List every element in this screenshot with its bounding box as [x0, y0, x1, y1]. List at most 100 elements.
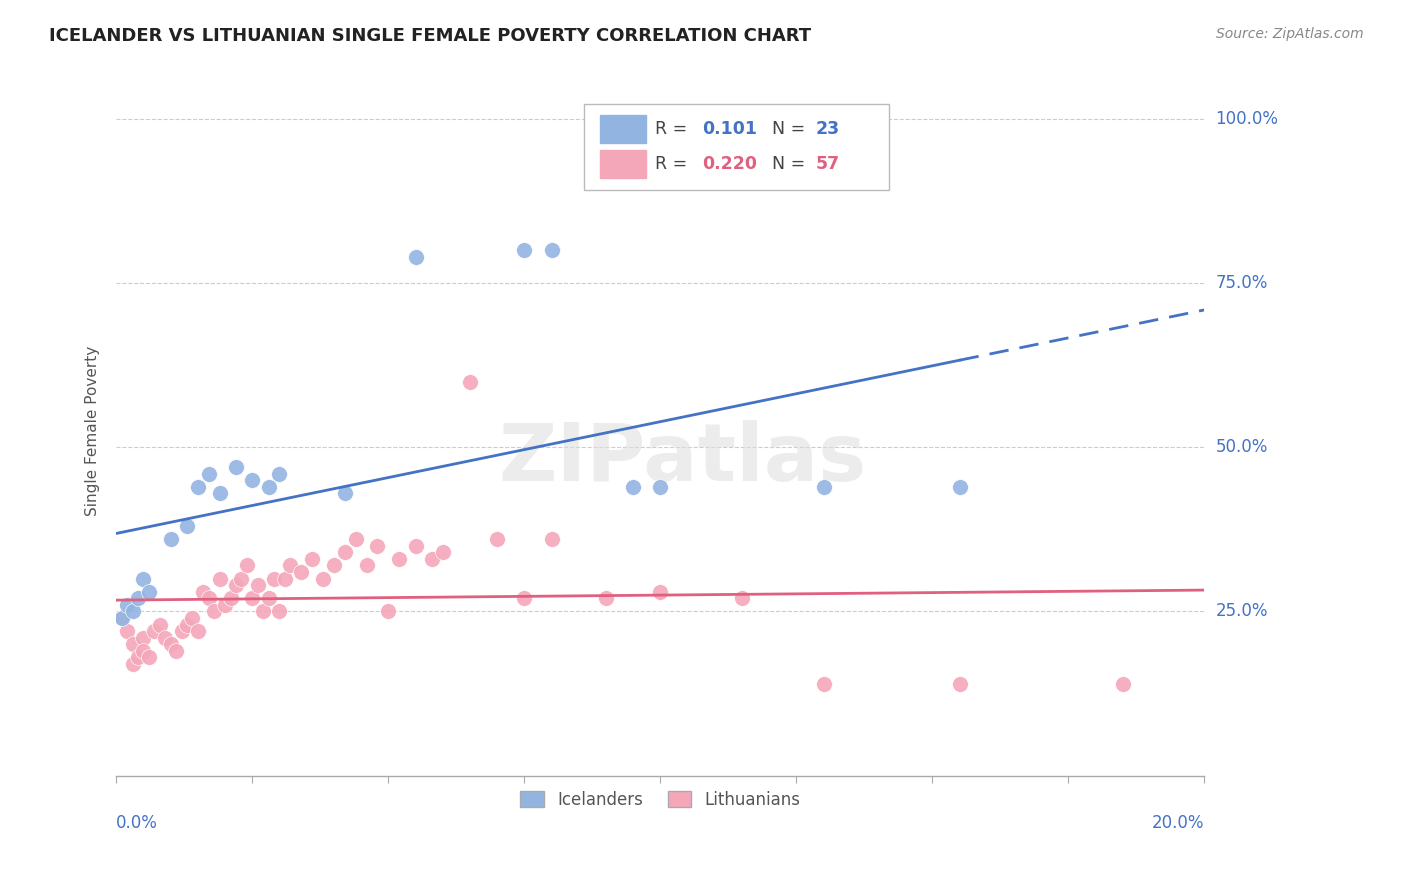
Point [127, 591, 149, 606]
Point [540, 533, 562, 547]
Point [121, 657, 143, 671]
Point [111, 611, 134, 625]
Point [432, 545, 454, 559]
Point [219, 591, 242, 606]
Y-axis label: Single Female Poverty: Single Female Poverty [86, 346, 100, 516]
Point [111, 611, 134, 625]
Point [1112, 676, 1135, 690]
Text: 0.101: 0.101 [702, 120, 756, 138]
FancyBboxPatch shape [600, 150, 647, 178]
Point [202, 604, 225, 618]
Text: 25.0%: 25.0% [1216, 602, 1268, 621]
Point [252, 604, 274, 618]
Point [388, 552, 411, 566]
Point [240, 473, 263, 487]
Text: R =: R = [655, 120, 693, 138]
Point [143, 624, 166, 639]
Point [208, 486, 231, 500]
Point [595, 591, 617, 606]
Point [948, 676, 970, 690]
Point [301, 552, 323, 566]
Point [225, 460, 247, 475]
Point [165, 644, 187, 658]
Point [269, 604, 291, 618]
Point [181, 611, 204, 625]
Point [159, 533, 181, 547]
Text: 0.0%: 0.0% [117, 814, 157, 832]
Point [246, 578, 269, 592]
Point [187, 624, 209, 639]
Point [333, 486, 356, 500]
Point [208, 572, 231, 586]
Point [115, 598, 138, 612]
Point [513, 591, 536, 606]
Point [650, 584, 672, 599]
Point [231, 572, 253, 586]
Point [290, 565, 312, 579]
Point [159, 637, 181, 651]
Point [813, 676, 835, 690]
Text: N =: N = [772, 155, 811, 173]
Text: R =: R = [655, 155, 693, 173]
Text: N =: N = [772, 120, 811, 138]
Point [486, 533, 509, 547]
Point [225, 578, 247, 592]
Point [366, 539, 388, 553]
Point [269, 467, 291, 481]
Point [170, 624, 193, 639]
Text: 57: 57 [815, 155, 839, 173]
Point [312, 572, 335, 586]
Text: 50.0%: 50.0% [1216, 438, 1268, 457]
Point [513, 244, 536, 258]
Text: Source: ZipAtlas.com: Source: ZipAtlas.com [1216, 27, 1364, 41]
Point [458, 375, 481, 389]
Point [257, 591, 280, 606]
Legend: Icelanders, Lithuanians: Icelanders, Lithuanians [513, 784, 807, 815]
Point [214, 598, 236, 612]
Point [197, 591, 219, 606]
Point [263, 572, 285, 586]
Point [540, 244, 562, 258]
Point [127, 650, 149, 665]
FancyBboxPatch shape [600, 115, 647, 144]
Point [333, 545, 356, 559]
Point [236, 558, 259, 573]
Point [149, 617, 172, 632]
FancyBboxPatch shape [583, 103, 889, 190]
Point [621, 480, 644, 494]
Text: 23: 23 [815, 120, 839, 138]
Point [813, 480, 835, 494]
Point [405, 539, 427, 553]
Point [176, 617, 198, 632]
Point [138, 584, 160, 599]
Point [257, 480, 280, 494]
Point [948, 480, 970, 494]
Point [240, 591, 263, 606]
Point [420, 552, 443, 566]
Point [405, 250, 427, 264]
Point [132, 644, 155, 658]
Point [322, 558, 344, 573]
Point [187, 480, 209, 494]
Point [274, 572, 297, 586]
Point [138, 650, 160, 665]
Point [121, 637, 143, 651]
Point [731, 591, 754, 606]
Point [197, 467, 219, 481]
Text: ZIPatlas: ZIPatlas [498, 419, 866, 498]
Point [650, 480, 672, 494]
Text: 0.220: 0.220 [702, 155, 756, 173]
Point [176, 519, 198, 533]
Text: ICELANDER VS LITHUANIAN SINGLE FEMALE POVERTY CORRELATION CHART: ICELANDER VS LITHUANIAN SINGLE FEMALE PO… [49, 27, 811, 45]
Text: 100.0%: 100.0% [1216, 111, 1278, 128]
Point [344, 533, 367, 547]
Point [356, 558, 378, 573]
Text: 75.0%: 75.0% [1216, 274, 1268, 293]
Point [155, 631, 177, 645]
Point [132, 631, 155, 645]
Point [377, 604, 399, 618]
Point [132, 572, 155, 586]
Point [121, 604, 143, 618]
Point [115, 624, 138, 639]
Text: 20.0%: 20.0% [1152, 814, 1205, 832]
